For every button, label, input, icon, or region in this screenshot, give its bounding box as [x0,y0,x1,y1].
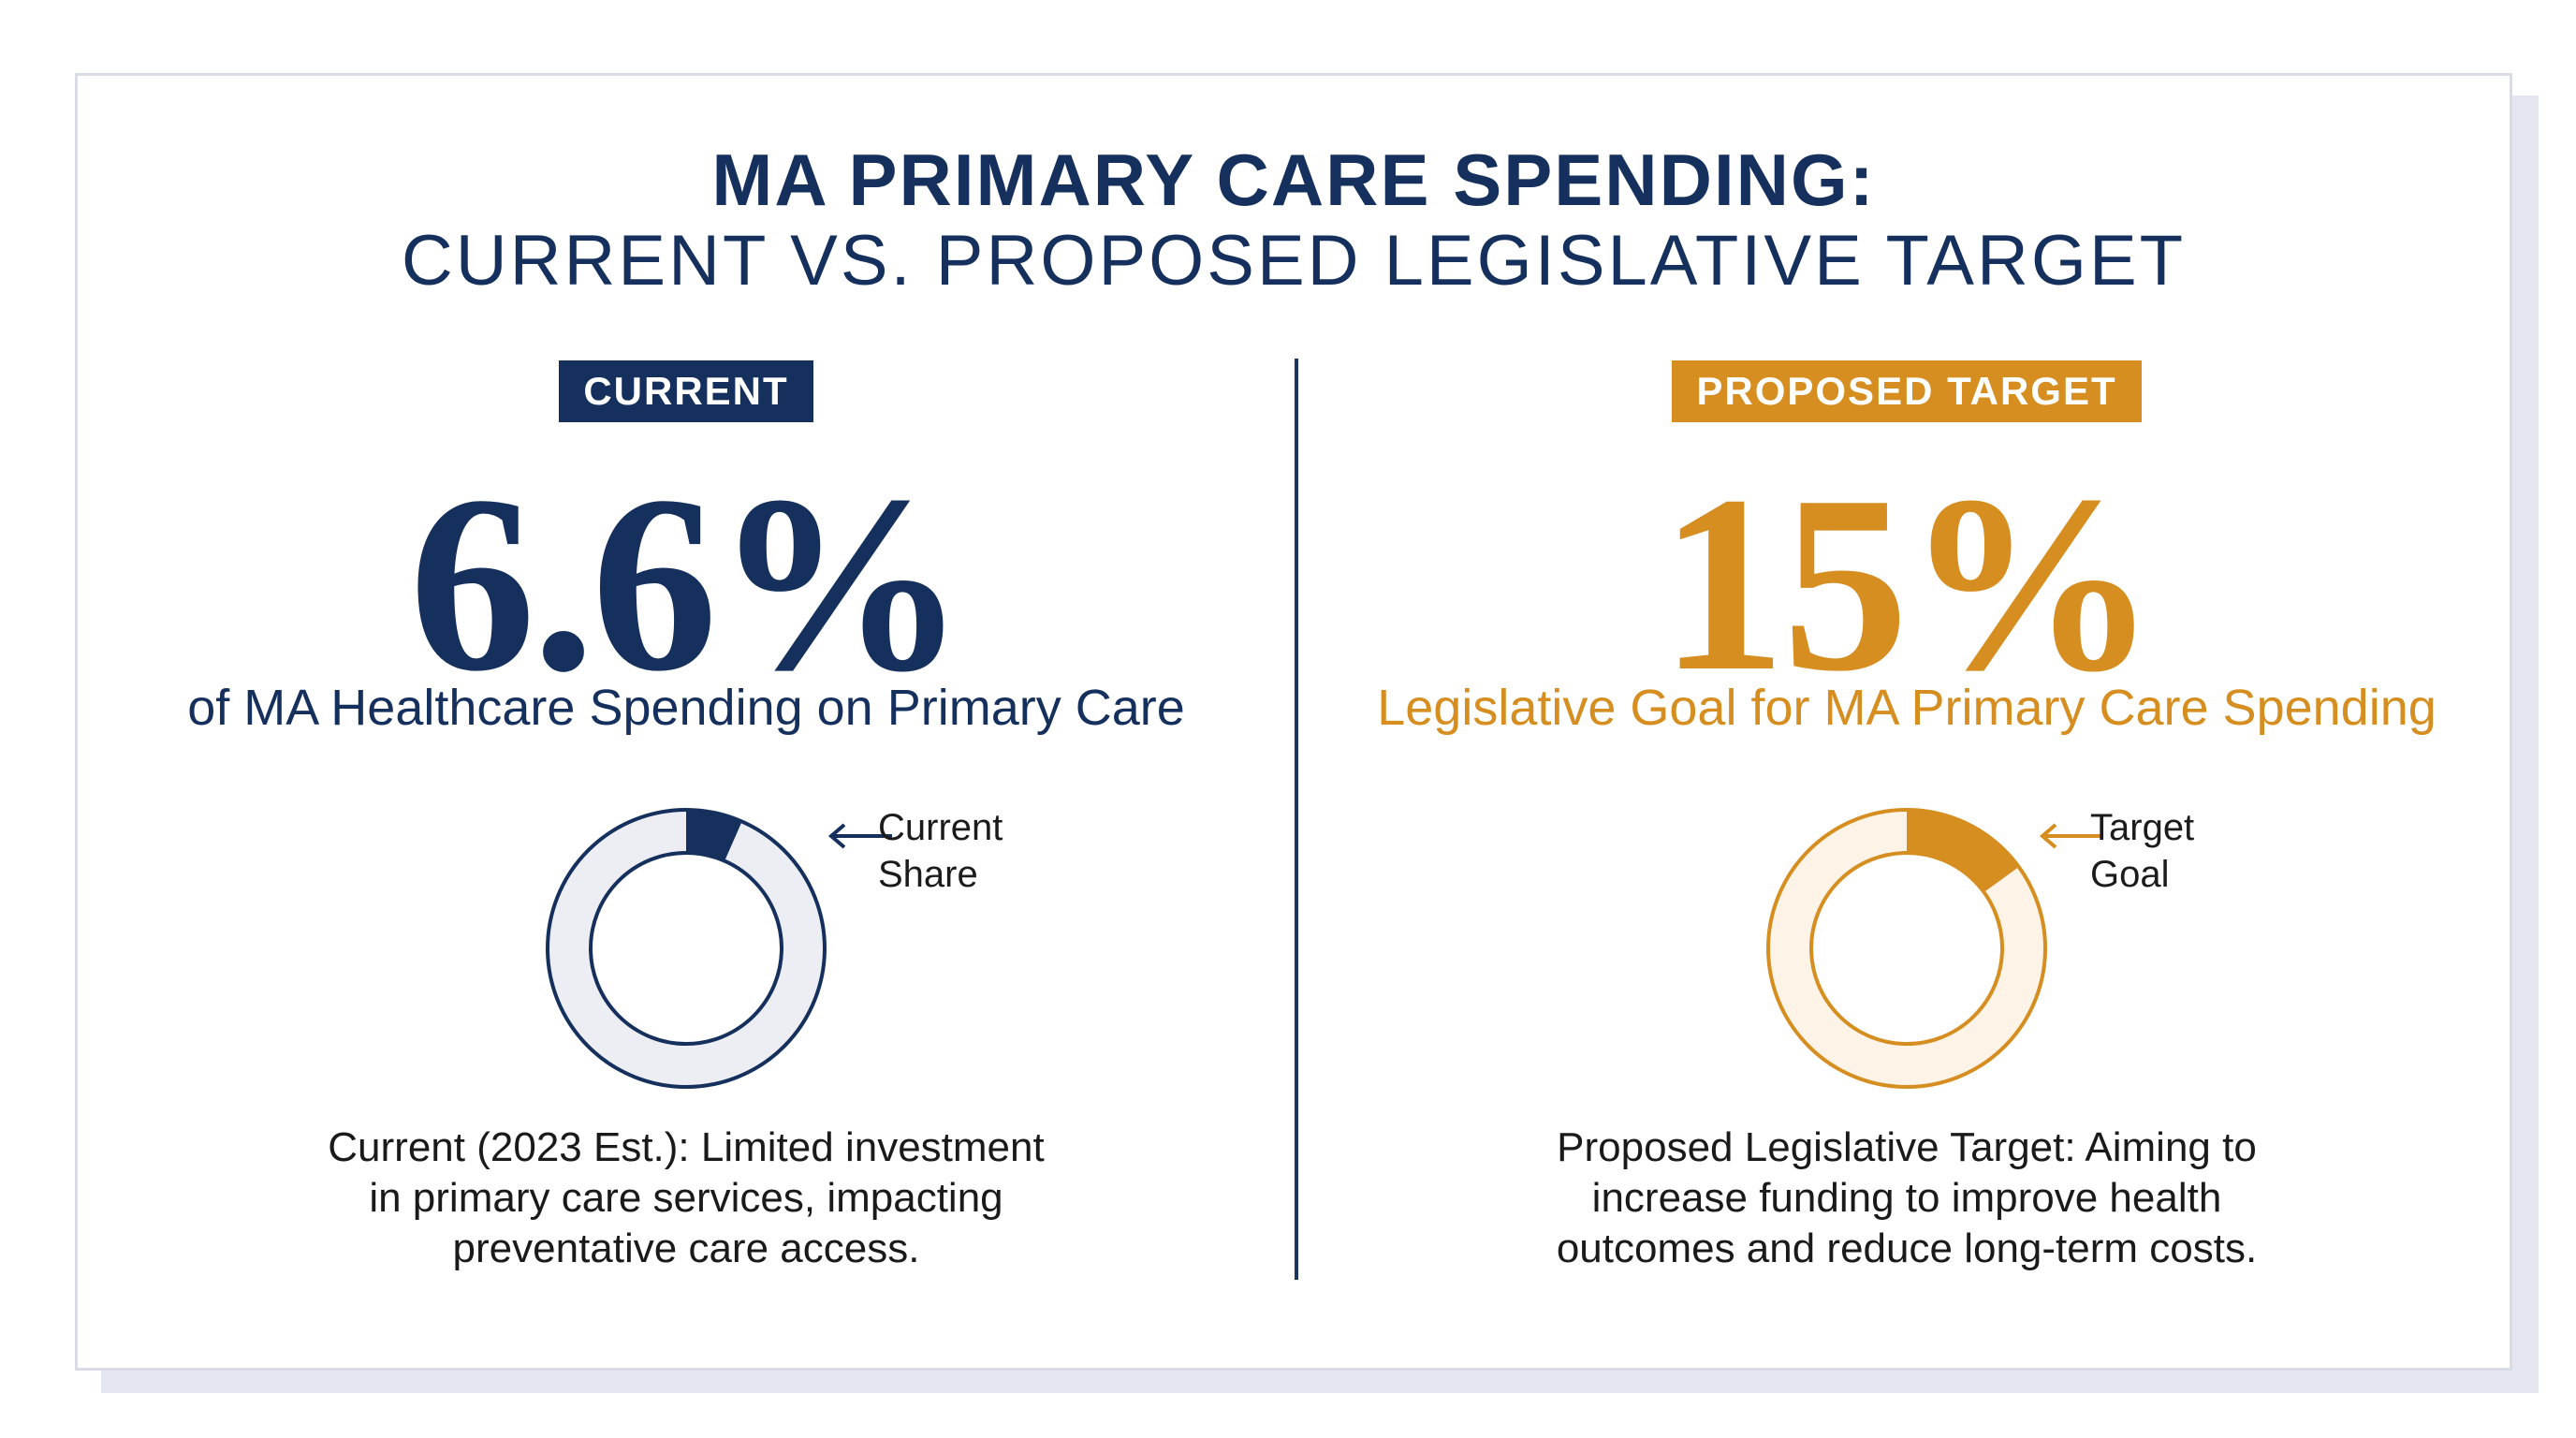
proposed-annotation: Target Goal [2090,804,2194,898]
proposed-description-line-2: increase funding to improve health [1591,1175,2222,1221]
d0-arrow-head [827,823,846,849]
current-annotation: Current Share [878,804,1003,898]
proposed-description-line-1: Proposed Legislative Target: Aiming to [1557,1124,2257,1170]
infographic-card: MA PRIMARY CARE SPENDING: CURRENT VS. PR… [75,73,2512,1371]
title-line-2: CURRENT VS. PROPOSED LEGISLATIVE TARGET [401,221,2187,301]
proposed-annotation-line-2: Goal [2090,854,2170,895]
current-description-line-3: preventative care access. [452,1225,920,1271]
proposed-annotation-line-1: Target [2090,807,2195,848]
center-divider [1295,359,1298,1280]
current-donut-outer-ring [546,808,827,1089]
current-value: 6.6% [409,444,967,724]
current-donut-inner-ring [589,851,783,1046]
current-arrow-icon [827,823,892,849]
current-badge: CURRENT [559,360,813,422]
proposed-badge: PROPOSED TARGET [1672,360,2142,422]
current-donut-slice [686,810,742,861]
current-donut-track [548,810,825,1087]
title-line-1: MA PRIMARY CARE SPENDING: [711,139,1876,221]
proposed-donut-chart [1766,808,2103,1089]
proposed-subtitle: Legislative Goal for MA Primary Care Spe… [1377,680,2437,736]
d1-arrow-head [2039,823,2057,849]
current-donut-chart [546,808,892,1089]
proposed-description: Proposed Legislative Target: Aiming to i… [1298,1123,2515,1274]
proposed-donut-outer-ring [1766,808,2047,1089]
proposed-donut-slice [1907,810,2019,893]
proposed-column: PROPOSED TARGET 15% Legislative Goal for… [1298,76,2515,1368]
current-description: Current (2023 Est.): Limited investment … [78,1123,1295,1274]
current-description-line-2: in primary care services, impacting [369,1175,1003,1221]
current-column: CURRENT 6.6% of MA Healthcare Spending o… [78,76,1295,1368]
proposed-arrow-icon [2039,823,2103,849]
current-annotation-line-2: Share [878,854,978,895]
proposed-description-line-3: outcomes and reduce long-term costs. [1556,1225,2258,1271]
current-description-line-1: Current (2023 Est.): Limited investment [328,1124,1045,1170]
current-subtitle: of MA Healthcare Spending on Primary Car… [187,680,1185,736]
current-annotation-line-1: Current [878,807,1003,848]
proposed-donut-inner-ring [1809,851,2004,1046]
proposed-value: 15% [1660,444,2158,724]
